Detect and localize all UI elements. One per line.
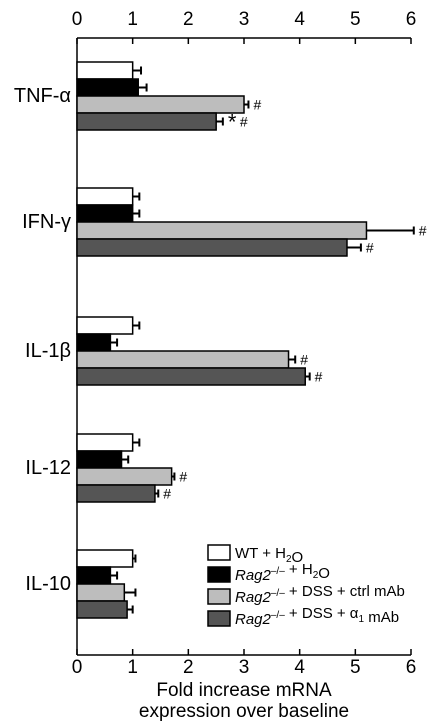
legend-item: Rag2–/– + H2O [207,561,330,584]
significance-hash: # [163,486,171,502]
bars: #* ####### [76,61,427,619]
category-label: IL-1β [25,340,71,362]
bottom-tick-label: 4 [294,657,305,678]
significance-hash: # [240,114,248,130]
bottom-tick-label: 6 [406,657,417,678]
category-label: IFN-γ [22,211,71,233]
bottom-tick-label: 0 [72,657,83,678]
bar [76,566,112,585]
top-axis: 0 1 2 3 4 5 6 [72,9,417,44]
legend-label: WT + H2O [235,545,303,566]
top-tick-label: 5 [350,9,361,30]
bar-group [76,549,137,619]
category-label: IL-10 [25,573,71,595]
significance-hash: # [419,223,427,239]
x-axis-title-line2: expression over baseline [139,701,349,722]
top-tick-label: 0 [72,9,83,30]
bar [76,467,173,486]
significance-hash: # [300,352,308,368]
bar [76,433,134,452]
bar [76,450,123,469]
category-label: IL-12 [25,457,71,479]
bar [76,221,368,240]
top-tick-label: 2 [183,9,194,30]
bar [76,350,290,369]
significance-hash: # [179,469,187,485]
bar-group: ## [76,316,323,386]
bar [76,333,112,352]
bar [76,187,134,206]
category-label: TNF-α [14,85,71,107]
top-tick-label: 3 [239,9,250,30]
bar-group: #* # [76,61,261,135]
top-tick-label: 1 [127,9,138,30]
bottom-axis: 0 1 2 3 4 5 6 [72,649,417,678]
bottom-tick-label: 2 [183,657,194,678]
bar [76,484,156,503]
legend-item: WT + H2O [207,544,303,566]
bar [76,600,128,619]
legend-label: Rag2–/– + H2O [235,561,330,584]
bar [76,204,134,223]
bar [76,583,126,602]
significance-hash: # [315,369,323,385]
bar [76,61,134,80]
bar-group: ## [76,433,187,503]
bottom-tick-label: 3 [239,657,250,678]
significance-hash: # [366,240,374,256]
bottom-tick-label: 1 [127,657,138,678]
bar [76,238,348,257]
bar [76,78,139,97]
legend-swatch [207,610,231,627]
legend-item: Rag2–/– + DSS + ctrl mAb [207,583,405,606]
bar [76,316,134,335]
top-tick-label: 4 [294,9,305,30]
bar-group: ## [76,187,427,257]
bar [76,367,306,386]
bar [76,95,245,114]
significance-star: * [228,110,237,135]
legend-item: Rag2–/– + DSS + α1 mAb [207,605,399,628]
legend-swatch [207,566,231,583]
top-tick-label: 6 [406,9,417,30]
legend-swatch [207,544,231,561]
x-axis-title-line1: Fold increase mRNA [156,680,332,701]
bar [76,549,134,568]
legend-swatch [207,588,231,605]
legend-label: Rag2–/– + DSS + α1 mAb [235,605,399,628]
bottom-tick-label: 5 [350,657,361,678]
category-labels: TNF-α IFN-γ IL-1β IL-12 IL-10 [14,85,71,595]
bar [76,112,217,131]
significance-hash: # [253,97,261,113]
legend-label: Rag2–/– + DSS + ctrl mAb [235,583,405,606]
